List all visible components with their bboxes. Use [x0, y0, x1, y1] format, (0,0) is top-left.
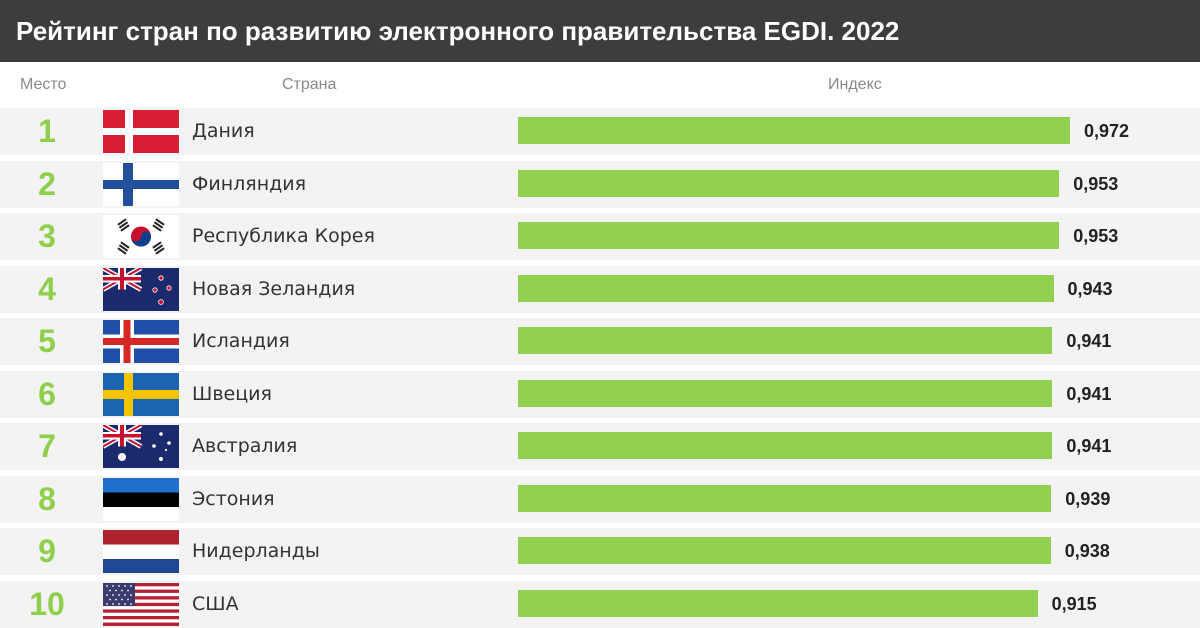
table-row: 6 Швеция 0,941: [0, 370, 1200, 418]
index-value-label: 0,943: [1067, 278, 1113, 299]
rank-number: 8: [38, 480, 56, 517]
rank-number: 9: [38, 533, 56, 569]
index-value-label: 0,941: [1066, 436, 1112, 456]
table-row: 5 Исландия 0,941: [0, 318, 1200, 365]
index-bar: [518, 274, 1054, 302]
index-value-label: 0,941: [1066, 383, 1112, 404]
table-row: 2 Финляндия 0,953: [0, 160, 1200, 208]
rank-number: 7: [38, 428, 56, 464]
country-name: Новая Зеландия: [192, 277, 356, 300]
rank-number: 5: [38, 323, 56, 359]
country-name: Австралия: [192, 435, 298, 457]
rank-number: 4: [38, 270, 56, 307]
table-row: 10 США 0,915: [0, 580, 1200, 628]
index-value-label: 0,953: [1073, 173, 1119, 194]
index-bar: [518, 537, 1051, 564]
table-row: 3 Республика Корея 0,953: [0, 213, 1200, 260]
table-row: 4 Новая Зеландия 0,943: [0, 265, 1200, 313]
rank-number: 2: [38, 165, 56, 202]
column-header-index: Индекс: [828, 76, 882, 93]
country-name: Нидерланды: [192, 540, 320, 562]
flag-netherlands-icon: [103, 530, 179, 573]
rank-number: 3: [38, 218, 56, 254]
table-row: 8 Эстония 0,939: [0, 475, 1200, 523]
index-bar: [518, 117, 1070, 144]
index-value-label: 0,938: [1064, 541, 1110, 561]
index-bar: [518, 589, 1038, 617]
index-bar: [518, 432, 1053, 459]
table-row: 9 Нидерланды 0,938: [0, 528, 1200, 575]
flag-australia-icon: [103, 425, 179, 468]
index-bar: [518, 169, 1060, 197]
index-bar: [518, 327, 1053, 354]
index-bar: [518, 484, 1052, 512]
index-value-label: 0,953: [1073, 226, 1119, 246]
index-value-label: 0,941: [1066, 331, 1112, 351]
index-bar: [518, 379, 1053, 407]
flag-iceland-icon: [103, 320, 179, 363]
country-name: Республика Корея: [192, 225, 375, 247]
rank-number: 10: [29, 585, 65, 622]
rank-number: 6: [38, 375, 56, 412]
chart-title: Рейтинг стран по развитию электронного п…: [0, 0, 1200, 62]
country-name: Эстония: [192, 487, 275, 510]
country-name: Швеция: [192, 382, 272, 405]
flag-korea-icon: [103, 215, 179, 258]
flag-new-zealand-icon: [103, 267, 179, 311]
table-row: 7 Австралия 0,941: [0, 423, 1200, 470]
flag-estonia-icon: [103, 477, 179, 521]
country-name: Финляндия: [192, 172, 307, 195]
flag-sweden-icon: [103, 372, 179, 416]
flag-usa-icon: [103, 582, 179, 626]
index-value-label: 0,915: [1051, 593, 1097, 614]
column-header-rank: Место: [20, 76, 67, 93]
country-name: Исландия: [192, 330, 290, 352]
country-name: Дания: [192, 120, 255, 142]
table-row: 1 Дания 0,972: [0, 108, 1200, 155]
rank-number: 1: [38, 113, 56, 149]
index-value-label: 0,939: [1065, 488, 1111, 509]
country-name: США: [192, 592, 239, 615]
flag-finland-icon: [103, 162, 179, 206]
index-bar: [518, 222, 1060, 249]
flag-denmark-icon: [103, 110, 179, 153]
index-value-label: 0,972: [1084, 121, 1130, 141]
column-header-country: Страна: [282, 76, 337, 93]
